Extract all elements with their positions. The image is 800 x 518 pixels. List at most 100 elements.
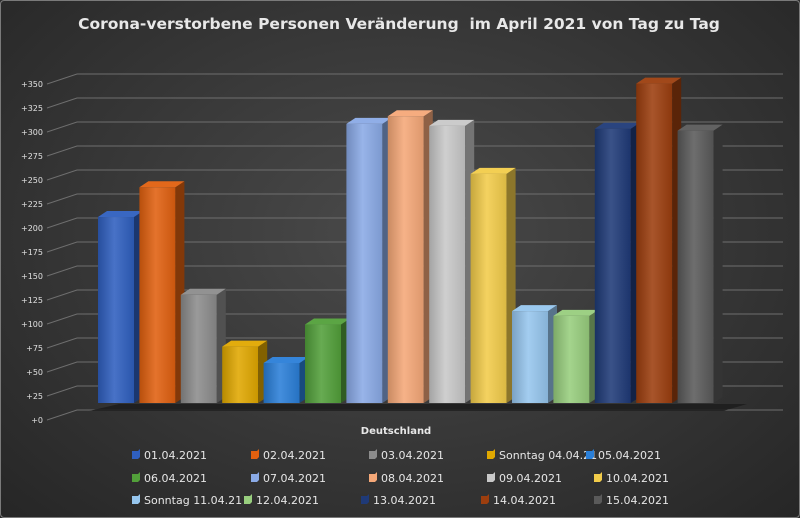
gridline [46, 241, 783, 253]
bar [677, 124, 723, 403]
legend-swatch [594, 494, 602, 504]
bar [594, 122, 640, 403]
legend-item: Sonntag 11.04.21 [132, 494, 242, 507]
y-tick-label: +200 [21, 224, 43, 233]
y-tick-label: +275 [21, 152, 43, 161]
legend-item: Sonntag 04.04.21 [487, 449, 597, 462]
bar-front [139, 187, 176, 403]
legend-swatch [369, 472, 377, 482]
legend-label: 03.04.2021 [381, 449, 444, 462]
legend-label: Sonntag 04.04.21 [499, 449, 597, 462]
bar-front [553, 315, 590, 403]
legend-swatch [369, 449, 377, 459]
bar [512, 305, 557, 403]
legend-label: 08.04.2021 [381, 472, 444, 485]
legend: 01.04.2021 02.04.2021 03.04.2021 Sonntag 04… [132, 449, 669, 507]
legend-item: 12.04.2021 [244, 494, 319, 507]
bar [222, 340, 268, 403]
y-tick-label: +175 [21, 248, 43, 257]
gridline [46, 97, 783, 109]
bar-top [180, 288, 226, 295]
y-tick-label: +225 [21, 200, 43, 209]
bar [98, 211, 143, 403]
y-tick-label: +50 [26, 368, 43, 377]
legend-swatch [487, 472, 495, 482]
x-category-label: Deutschland [361, 426, 431, 437]
legend-swatch [594, 472, 602, 482]
bar-top [222, 340, 268, 347]
bar-front [346, 123, 383, 404]
bar-top [677, 124, 723, 131]
y-axis-ticks: +0 +25 +50 +75 +100 +125 +150 +175 +200 +225 +250 +… [21, 80, 43, 425]
legend-label: Sonntag 11.04.21 [144, 494, 242, 507]
legend-label: 07.04.2021 [263, 472, 326, 485]
gridline [46, 193, 783, 205]
legend-swatch [361, 494, 369, 504]
bar [429, 119, 475, 403]
bar-front [429, 125, 466, 403]
bar-top [387, 110, 433, 117]
bar-top [346, 117, 392, 124]
bar-front [180, 294, 217, 403]
chart-floor [89, 404, 747, 411]
bar-top [636, 77, 682, 84]
legend-label: 15.04.2021 [606, 494, 669, 507]
bar-top [263, 356, 309, 363]
bar [636, 77, 682, 403]
legend-item: 01.04.2021 [132, 449, 207, 462]
y-tick-label: +300 [21, 128, 43, 137]
y-tick-label: +325 [21, 104, 43, 113]
bar-front [305, 324, 341, 403]
gridline [46, 169, 783, 181]
bar-top [429, 119, 475, 126]
legend-swatch [244, 494, 252, 504]
bar-top [594, 122, 640, 129]
legend-label: 02.04.2021 [263, 449, 326, 462]
gridline [46, 289, 783, 301]
bar [346, 117, 392, 404]
bar [470, 167, 516, 403]
legend-swatch [487, 449, 495, 459]
bar-top [470, 167, 516, 174]
bar [139, 181, 185, 403]
legend-swatch [132, 472, 140, 482]
gridline [46, 73, 783, 85]
chart-title: Corona-verstorbene Personen Veränderung … [78, 15, 720, 33]
legend-label: 06.04.2021 [144, 472, 207, 485]
bar-top [305, 318, 350, 325]
legend-label: 09.04.2021 [499, 472, 562, 485]
y-tick-label: +350 [21, 80, 43, 89]
bar-front [387, 116, 424, 404]
bar-top [553, 309, 599, 316]
legend-swatch [251, 472, 259, 482]
legend-swatch [586, 449, 594, 459]
bar-front [677, 130, 714, 403]
legend-item: 06.04.2021 [132, 472, 207, 485]
bar-top [512, 305, 557, 312]
bar-top [98, 211, 143, 218]
gridlines [46, 73, 783, 421]
legend-item: 08.04.2021 [369, 472, 444, 485]
y-tick-label: +250 [21, 176, 43, 185]
legend-item: 10.04.2021 [594, 472, 669, 485]
bar [180, 288, 226, 403]
gridline [46, 145, 783, 157]
legend-swatch [132, 449, 140, 459]
bar-front [470, 173, 507, 403]
bar-front [263, 362, 300, 403]
bar-front [594, 128, 631, 403]
bar-front [98, 217, 134, 403]
gridline [46, 217, 783, 229]
bar-top [139, 181, 185, 188]
legend-label: 10.04.2021 [606, 472, 669, 485]
x-axis-categories: Deutschland [361, 426, 431, 437]
legend-swatch [481, 494, 489, 504]
legend-swatch [132, 494, 140, 504]
legend-label: 13.04.2021 [373, 494, 436, 507]
legend-item: 13.04.2021 [361, 494, 436, 507]
legend-label: 14.04.2021 [493, 494, 556, 507]
legend-item: 03.04.2021 [369, 449, 444, 462]
legend-label: 05.04.2021 [598, 449, 661, 462]
